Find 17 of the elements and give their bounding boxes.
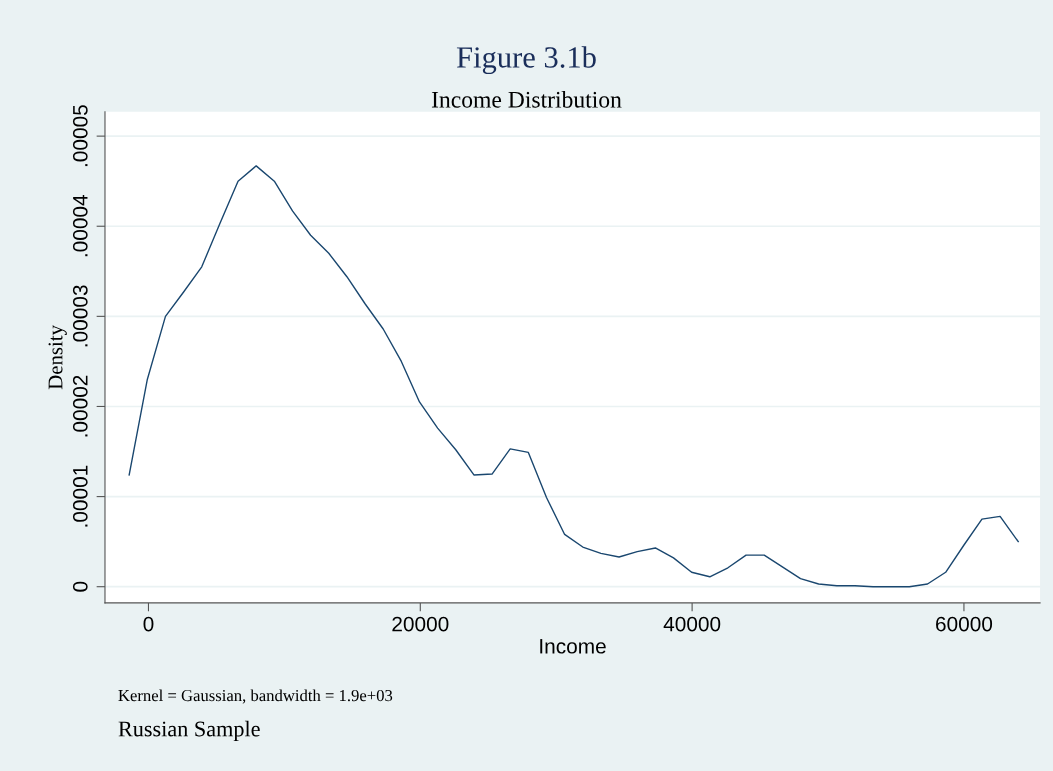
chart-title: Figure 3.1b (456, 46, 596, 75)
x-tick-label: 60000 (936, 616, 993, 632)
y-tick-label: .00004 (72, 194, 88, 257)
x-tick-label: 20000 (392, 616, 449, 632)
x-axis-title: Income (540, 639, 606, 654)
text: Kernel = Gaussian, bandwidth = 1.9e+03 (118, 689, 393, 704)
x-tick-label: 40000 (663, 616, 721, 632)
text: Russian Sample (118, 720, 260, 741)
y-tick-label: .00003 (72, 285, 88, 347)
y-tick-label: 0 (72, 581, 88, 592)
x-tick-label: 0 (143, 616, 154, 632)
chart-subtitle: Income Distribution (431, 91, 622, 108)
y-tick-label: .00001 (72, 465, 88, 527)
line-series (128, 165, 1019, 588)
y-tick-label: .00005 (72, 105, 88, 167)
y-axis-title: Density (48, 325, 67, 390)
y-tick-label: .00002 (72, 375, 88, 437)
